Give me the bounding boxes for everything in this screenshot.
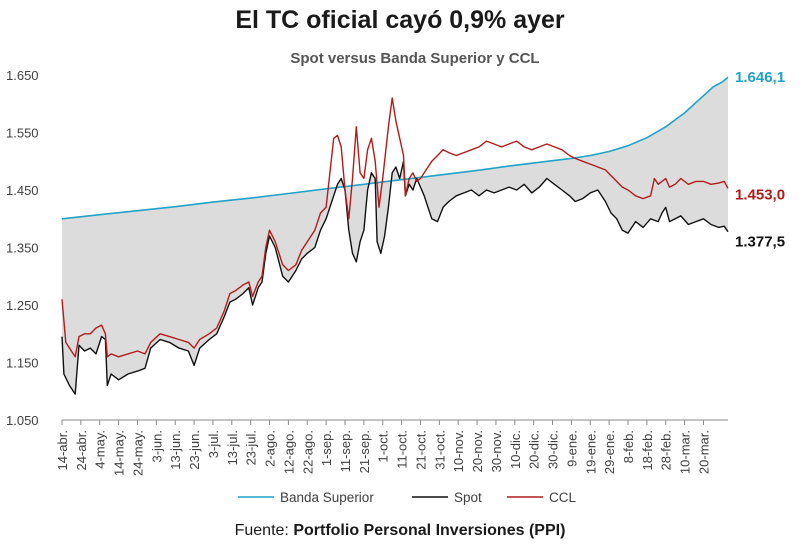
x-tick-label: 12-ago. — [281, 430, 296, 474]
y-tick-label: 1.050 — [6, 413, 39, 428]
x-tick-label: 20-dic. — [527, 430, 542, 469]
x-tick-label: 3-jul. — [206, 430, 221, 458]
series-line-spot — [61, 160, 729, 395]
x-tick-label: 24-abr. — [74, 430, 89, 470]
legend-item-banda-superior-label: Banda Superior — [280, 490, 374, 505]
x-tick-label: 23-jul. — [244, 430, 259, 465]
chart-title: El TC oficial cayó 0,9% ayer — [235, 6, 565, 34]
x-tick-label: 24-may. — [130, 430, 145, 476]
end-label-ccl: 1.453,0 — [735, 186, 785, 203]
x-tick-label: 8-feb. — [621, 430, 636, 463]
end-label-banda-superior: 1.646,1 — [735, 69, 785, 86]
chart-subtitle: Spot versus Banda Superior y CCL — [290, 50, 540, 67]
x-tick-label: 19-ene. — [583, 430, 598, 474]
x-tick-label: 28-feb. — [659, 430, 674, 470]
chart-source: Fuente: Portfolio Personal Inversiones (… — [0, 522, 800, 540]
legend-item-spot-label: Spot — [454, 490, 482, 505]
y-tick-label: 1.650 — [6, 68, 39, 83]
x-tick-label: 20-nov. — [470, 430, 485, 472]
x-tick-label: 14-may. — [112, 430, 127, 476]
series-line-banda-superior — [61, 76, 729, 220]
x-tick-label: 21-oct. — [413, 430, 428, 470]
y-tick-label: 1.350 — [6, 241, 39, 256]
x-tick-label: 10-dic. — [508, 430, 523, 469]
legend-item-ccl-label: CCL — [549, 490, 576, 505]
x-tick-label: 1-oct. — [376, 430, 391, 463]
x-tick-label: 23-jun. — [187, 430, 202, 470]
x-tick-label: 10-mar. — [678, 430, 693, 474]
end-label-spot: 1.377,5 — [735, 234, 785, 251]
x-tick-label: 1-sep. — [319, 430, 334, 466]
x-tick-label: 29-ene. — [602, 430, 617, 474]
x-tick-label: 30-dic. — [546, 430, 561, 469]
x-tick-label: 10-nov. — [451, 430, 466, 472]
x-tick-label: 20-mar. — [696, 430, 711, 474]
x-tick-label: 13-jun. — [168, 430, 183, 470]
y-tick-label: 1.250 — [6, 298, 39, 313]
y-tick-label: 1.550 — [6, 126, 39, 141]
x-tick-label: 11-sep. — [338, 430, 353, 472]
x-tick-label: 2-ago. — [263, 430, 278, 467]
series-line-ccl — [61, 97, 729, 358]
x-tick-label: 11-oct. — [395, 430, 410, 469]
x-tick-label: 30-nov. — [489, 430, 504, 472]
x-tick-label: 22-ago. — [300, 430, 315, 474]
x-tick-label: 4-may. — [93, 430, 108, 469]
legend: Banda Superior Spot CCL — [238, 490, 576, 505]
x-tick-label: 14-abr. — [55, 430, 70, 470]
x-tick-label: 18-feb. — [640, 430, 655, 470]
x-tick-label: 9-ene. — [564, 430, 579, 467]
y-tick-label: 1.450 — [6, 183, 39, 198]
x-tick-label: 13-jul. — [225, 430, 240, 465]
x-tick-label: 31-oct. — [432, 430, 447, 470]
x-tick-label: 3-jun. — [149, 430, 164, 463]
x-tick-label: 21-sep. — [357, 430, 372, 473]
y-tick-label: 1.150 — [6, 356, 39, 371]
source-prefix: Fuente: — [234, 522, 289, 539]
source-name: Portfolio Personal Inversiones (PPI) — [293, 522, 566, 539]
band-spot-gap-area — [62, 77, 728, 395]
